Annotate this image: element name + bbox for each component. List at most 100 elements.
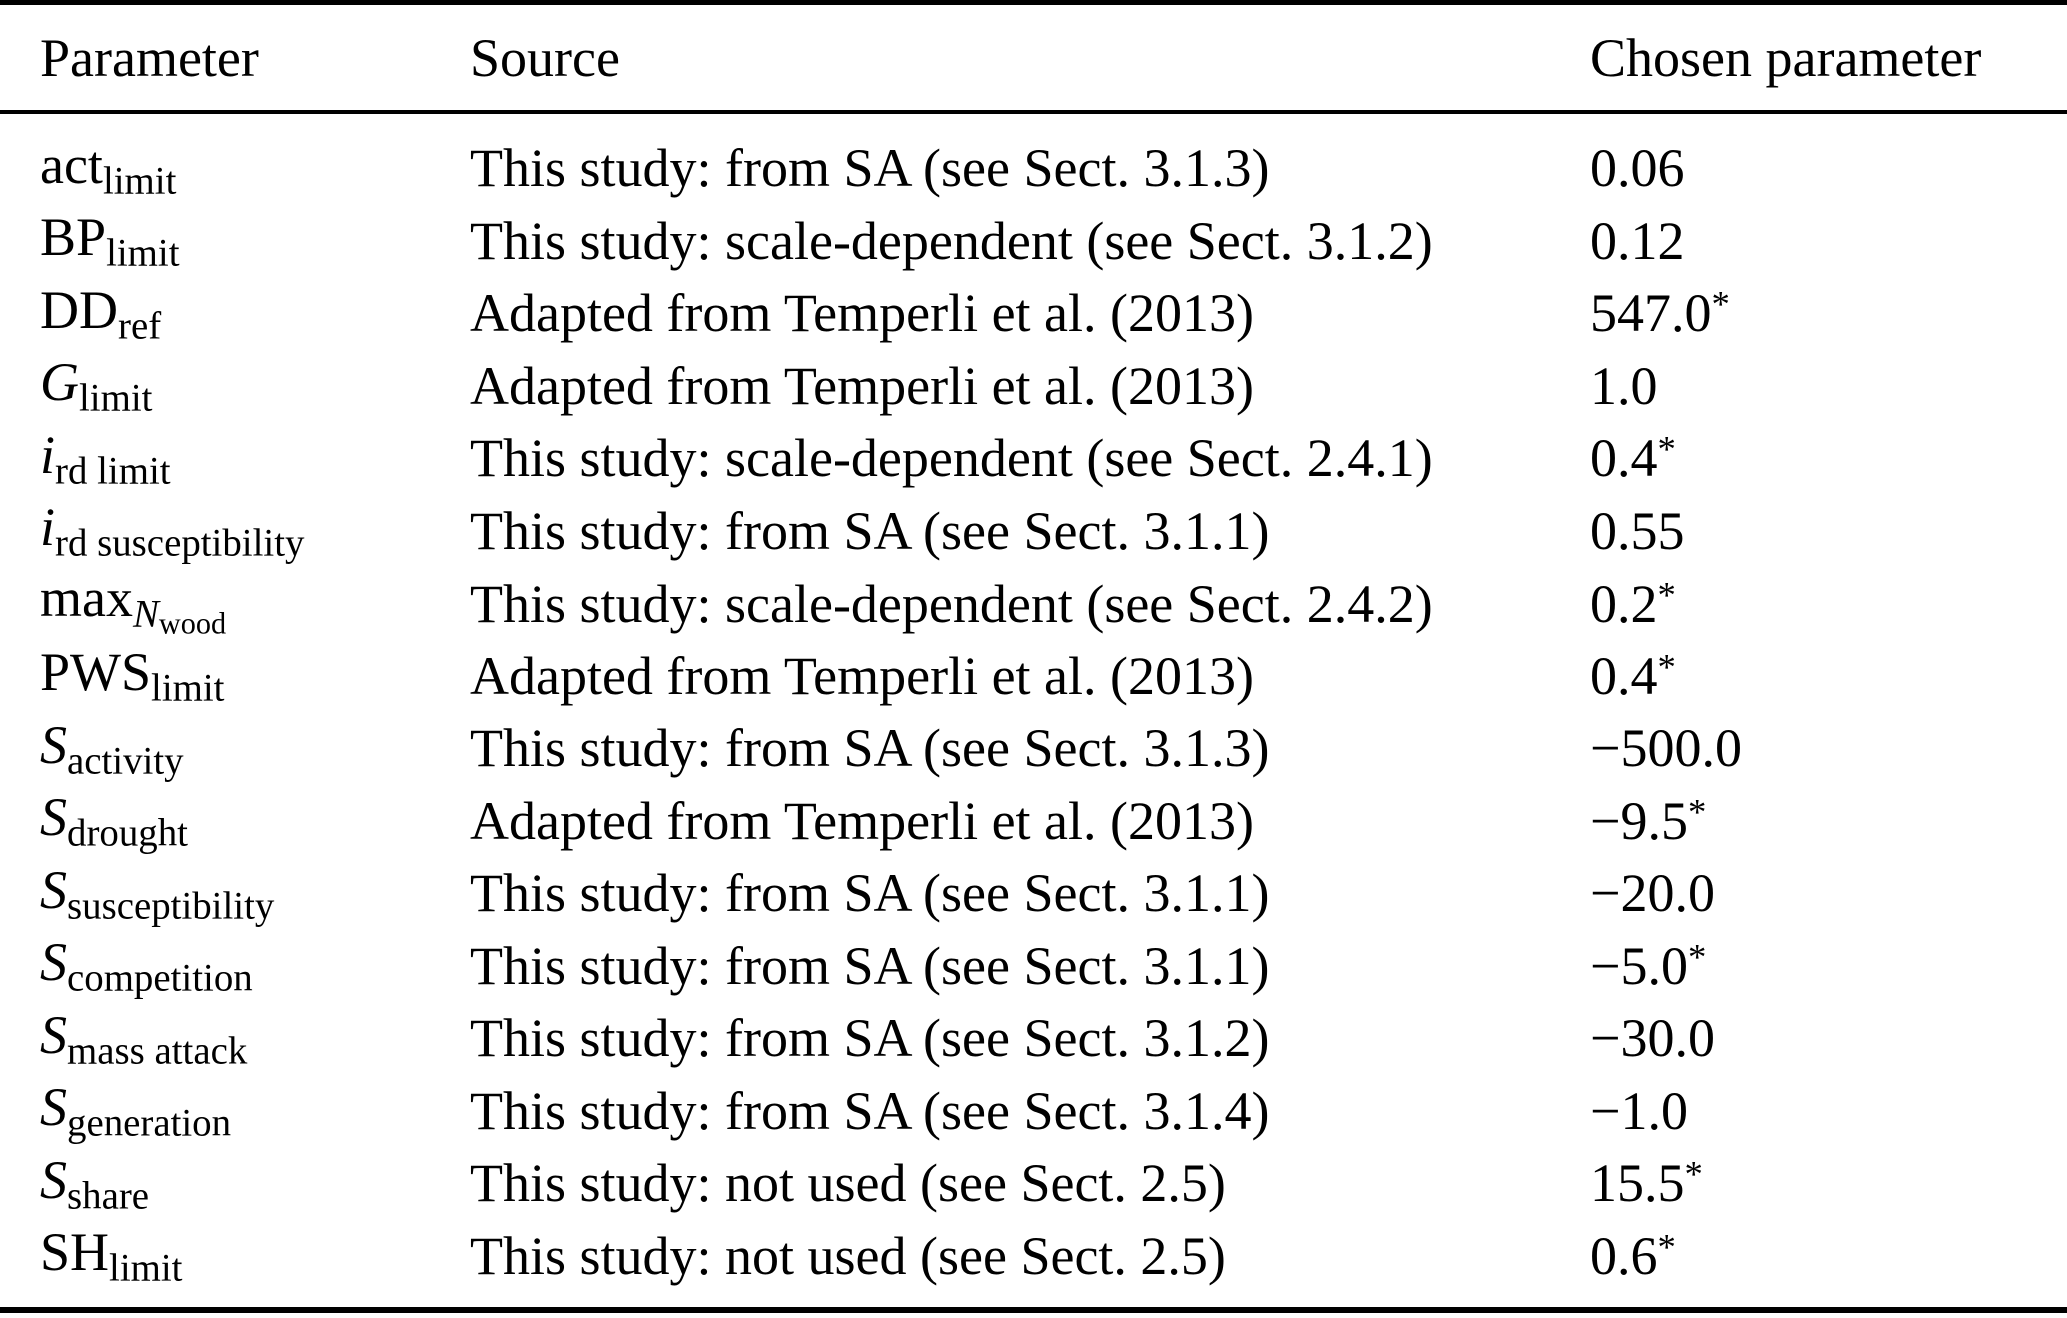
value-text: −9.5	[1590, 790, 1688, 851]
parameter-segment: BP	[40, 207, 107, 267]
parameter-cell: Glimit	[40, 351, 470, 420]
header-separator-rule	[0, 110, 2067, 114]
value-text: 15.5	[1590, 1153, 1685, 1214]
table-row: Scompetition This study: from SA (see Sec…	[0, 930, 2067, 1003]
column-header-parameter: Parameter	[40, 27, 259, 88]
value-asterisk: *	[1657, 1226, 1676, 1268]
table-row: Sgeneration This study: from SA (see Sect…	[0, 1075, 2067, 1148]
value-text: −1.0	[1590, 1080, 1688, 1141]
parameter-cell: DDref	[40, 279, 470, 348]
parameter-cell: BPlimit	[40, 206, 470, 275]
value-cell: 0.55	[1590, 500, 2067, 562]
value-text: −20.0	[1590, 863, 1715, 924]
value-cell: 0.2*	[1590, 573, 2067, 635]
table-row: SHlimit This study: not used (see Sect. 2…	[0, 1220, 2067, 1293]
value-text: −30.0	[1590, 1008, 1715, 1069]
source-cell: Adapted from Temperli et al. (2013)	[470, 645, 1254, 706]
parameter-segment: activity	[67, 738, 184, 782]
parameter-cell: Smass attack	[40, 1004, 470, 1073]
parameter-segment: S	[40, 859, 67, 920]
table-row: Ssusceptibility This study: from SA (see …	[0, 857, 2067, 930]
table-row: Sactivity This study: from SA (see Sect. …	[0, 712, 2067, 785]
value-cell: −1.0	[1590, 1080, 2067, 1142]
value-asterisk: *	[1711, 283, 1730, 325]
parameter-segment: S	[40, 1149, 67, 1210]
parameter-segment: ref	[118, 303, 162, 347]
value-asterisk: *	[1657, 428, 1676, 470]
source-cell: This study: from SA (see Sect. 3.1.4)	[470, 1080, 1270, 1141]
value-cell: −500.0	[1590, 717, 2067, 779]
parameter-segment: max	[40, 568, 133, 628]
parameter-segment: N	[132, 592, 159, 636]
value-cell: 0.12	[1590, 210, 2067, 272]
value-cell: 0.4*	[1590, 427, 2067, 489]
parameter-segment: i	[40, 497, 56, 557]
parameter-cell: SHlimit	[40, 1221, 470, 1290]
value-text: 0.6	[1590, 1225, 1658, 1286]
column-header-chosen-parameter: Chosen parameter	[1590, 27, 1982, 88]
table-bottom-rule	[0, 1307, 2067, 1313]
parameter-cell: ird susceptibility	[40, 496, 470, 565]
parameter-segment: S	[40, 714, 67, 775]
parameter-segment: S	[40, 787, 67, 847]
source-cell: This study: from SA (see Sect. 3.1.1)	[470, 500, 1270, 561]
table-row: Sshare This study: not used (see Sect. 2.…	[0, 1147, 2067, 1220]
source-cell: This study: scale-dependent (see Sect. 2…	[470, 428, 1433, 489]
parameter-segment: limit	[106, 231, 180, 275]
value-cell: −9.5*	[1590, 790, 2067, 852]
parameter-segment: competition	[67, 956, 253, 1000]
value-cell: 0.06	[1590, 137, 2067, 199]
table-row: Sdrought Adapted from Temperli et al. (20…	[0, 785, 2067, 858]
value-cell: 0.4*	[1590, 645, 2067, 707]
source-cell: This study: not used (see Sect. 2.5)	[470, 1225, 1226, 1286]
value-asterisk: *	[1657, 646, 1676, 688]
parameter-segment: SH	[40, 1222, 110, 1282]
source-cell: This study: from SA (see Sect. 3.1.2)	[470, 1008, 1270, 1069]
parameter-segment: rd susceptibility	[55, 521, 305, 565]
value-asterisk: *	[1687, 936, 1707, 978]
value-text: 1.0	[1590, 355, 1658, 416]
parameter-segment: limit	[79, 376, 153, 420]
table-row: maxNwood This study: scale-dependent (see…	[0, 567, 2067, 642]
parameter-segment: DD	[40, 279, 118, 340]
value-asterisk: *	[1657, 574, 1676, 616]
table-row: BPlimit This study: scale-dependent (see …	[0, 205, 2067, 278]
parameter-cell: maxNwood	[40, 567, 470, 642]
value-text: 0.06	[1590, 138, 1685, 199]
parameter-segment: G	[40, 352, 79, 412]
parameter-cell: Ssusceptibility	[40, 859, 470, 928]
parameter-segment: wood	[158, 606, 227, 641]
parameter-cell: Scompetition	[40, 931, 470, 1000]
parameter-cell: Sactivity	[40, 714, 470, 783]
value-asterisk: *	[1687, 791, 1707, 833]
source-cell: Adapted from Temperli et al. (2013)	[470, 283, 1254, 344]
parameter-cell: Sshare	[40, 1149, 470, 1218]
value-text: 0.55	[1590, 500, 1685, 561]
source-cell: This study: scale-dependent (see Sect. 3…	[470, 210, 1433, 271]
source-cell: Adapted from Temperli et al. (2013)	[470, 790, 1254, 851]
value-cell: 547.0*	[1590, 282, 2067, 344]
parameter-segment: act	[40, 134, 103, 195]
parameter-cell: Sgeneration	[40, 1076, 470, 1145]
source-cell: This study: scale-dependent (see Sect. 2…	[470, 574, 1433, 635]
parameter-segment: susceptibility	[67, 883, 275, 927]
column-header-source: Source	[470, 27, 620, 88]
parameter-segment: PWS	[40, 642, 152, 702]
parameter-cell: actlimit	[40, 134, 470, 203]
source-cell: This study: from SA (see Sect. 3.1.3)	[470, 718, 1270, 779]
table-header-row: Parameter Source Chosen parameter	[0, 5, 2067, 110]
table-row: Smass attack This study: from SA (see Sec…	[0, 1002, 2067, 1075]
value-text: 0.12	[1590, 210, 1685, 271]
parameter-segment: drought	[67, 811, 188, 855]
value-asterisk: *	[1684, 1153, 1703, 1195]
parameter-segment: generation	[67, 1101, 232, 1145]
value-text: −5.0	[1590, 935, 1688, 996]
value-cell: 1.0	[1590, 355, 2067, 417]
table-row: PWSlimit Adapted from Temperli et al. (20…	[0, 640, 2067, 713]
parameter-cell: PWSlimit	[40, 641, 470, 710]
table-row: ird susceptibility This study: from SA (s…	[0, 495, 2067, 568]
table-row: DDref Adapted from Temperli et al. (2013)…	[0, 277, 2067, 350]
parameter-segment: i	[40, 424, 56, 485]
value-cell: −5.0*	[1590, 935, 2067, 997]
